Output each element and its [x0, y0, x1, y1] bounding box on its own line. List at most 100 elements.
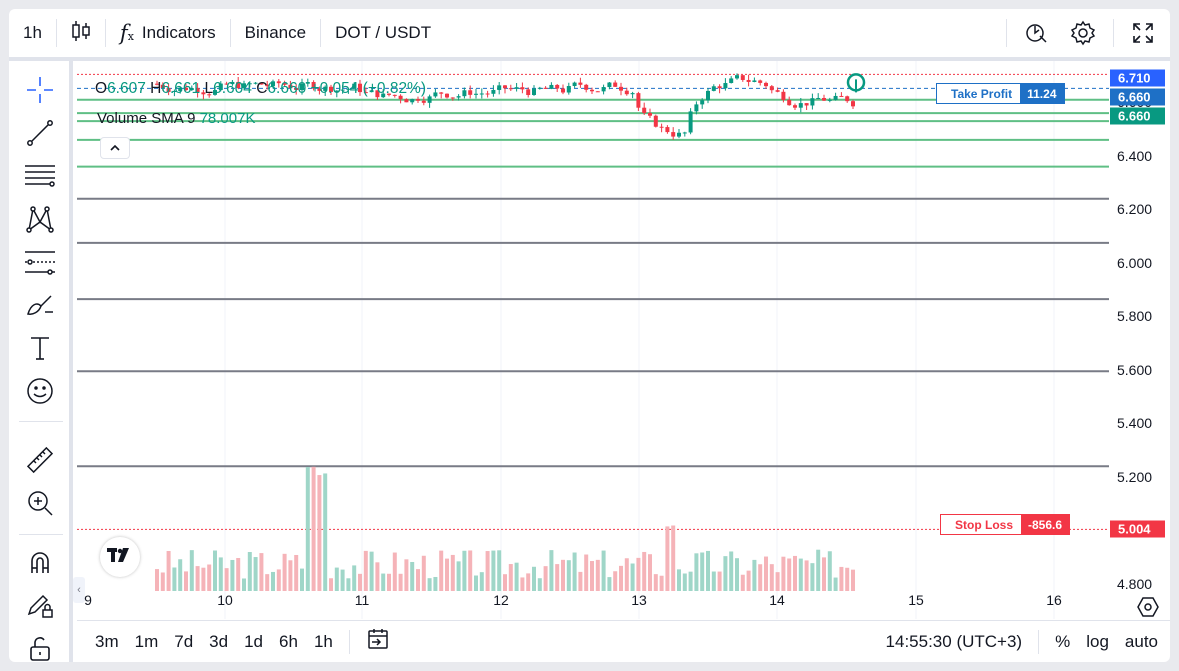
volume-bar — [607, 577, 612, 591]
volume-bar — [485, 551, 490, 591]
emoji-tool[interactable] — [23, 376, 57, 410]
volume-bar — [421, 555, 426, 591]
chart-style-button[interactable] — [57, 9, 105, 59]
candle-body — [404, 99, 409, 103]
candle-body — [816, 97, 821, 99]
candle-body — [276, 81, 281, 84]
fullscreen-button[interactable] — [1120, 9, 1166, 61]
candle-body — [178, 87, 183, 91]
volume-bar — [543, 566, 548, 591]
clock-readout[interactable]: 14:55:30 (UTC+3) — [878, 632, 1031, 652]
candle-body — [735, 75, 739, 79]
candle-body — [711, 86, 716, 91]
exchange-button[interactable]: Binance — [231, 9, 320, 59]
candle-body — [833, 95, 838, 100]
settings-button[interactable] — [1060, 9, 1106, 61]
horizontal-lines-icon — [24, 161, 56, 196]
volume-bar — [352, 565, 357, 591]
candle-body — [595, 91, 600, 93]
range-button-3d[interactable]: 3d — [209, 631, 229, 651]
range-button-7d[interactable]: 7d — [174, 631, 194, 651]
ohlc-legend: O6.607 H6.661 L6.604 C6.660 +0.054 (+0.8… — [95, 80, 426, 98]
log-toggle[interactable]: log — [1078, 632, 1117, 652]
pattern-tool[interactable] — [23, 204, 57, 238]
candle-body — [526, 89, 531, 95]
candle-body — [688, 111, 693, 133]
indicators-button[interactable]: fx Indicators — [106, 9, 230, 59]
volume-bar — [804, 560, 809, 591]
chevron-left-icon: ‹ — [77, 584, 81, 596]
replay-button[interactable] — [1014, 9, 1060, 61]
candle-body — [764, 82, 768, 87]
candle-body — [659, 126, 664, 128]
goto-date-button[interactable] — [358, 627, 398, 656]
crosshair-tool[interactable] — [23, 75, 57, 109]
candle-body — [607, 82, 612, 88]
volume-bar — [439, 550, 444, 591]
tradingview-icon — [107, 547, 133, 567]
volume-bar — [526, 573, 531, 591]
candle-body — [793, 105, 797, 108]
volume-bar — [189, 550, 194, 591]
unlock-tool[interactable] — [23, 633, 57, 662]
range-button-6h[interactable]: 6h — [279, 631, 298, 651]
time-axis[interactable]: 9 10 11 12 13 14 15 16 — [77, 586, 1170, 616]
fib-tool[interactable] — [23, 161, 57, 195]
stop-loss-order[interactable]: Stop Loss -856.6 — [940, 514, 1071, 535]
price-tick: 5.800 — [1117, 308, 1153, 325]
volume-bar — [323, 473, 328, 591]
volume-bar — [752, 559, 757, 591]
symbol-button[interactable]: DOT / USDT — [321, 9, 445, 59]
volume-bar — [218, 557, 223, 591]
brush-tool[interactable] — [23, 290, 57, 324]
brush-icon — [25, 290, 55, 325]
zoom-tool[interactable] — [23, 488, 57, 522]
volume-bar — [688, 571, 693, 591]
volume-bar — [468, 550, 473, 591]
prediction-tool[interactable] — [23, 247, 57, 281]
measure-tool[interactable] — [23, 445, 57, 479]
percent-label: % — [1055, 631, 1071, 651]
price-chart[interactable] — [77, 61, 1109, 619]
candle-body — [189, 88, 194, 91]
candle-body — [195, 88, 200, 93]
magnet-tool[interactable] — [23, 547, 57, 581]
price-axis[interactable]: 6.6006.4006.2006.0005.8005.6005.4005.200… — [1109, 61, 1170, 619]
candle-body — [601, 87, 606, 92]
range-button-1d[interactable]: 1d — [244, 631, 264, 651]
take-profit-order[interactable]: Take Profit 11.24 — [936, 83, 1065, 104]
volume-bar — [665, 526, 670, 591]
candle-body — [497, 85, 502, 90]
axis-settings-button[interactable] — [1137, 596, 1159, 623]
lock-drawing-tool[interactable] — [23, 590, 57, 624]
collapse-toolbar-handle[interactable]: ‹ — [73, 577, 85, 603]
range-button-1m[interactable]: 1m — [134, 631, 159, 651]
tradingview-logo[interactable] — [100, 537, 140, 577]
volume-bar — [381, 573, 386, 591]
range-button-3m[interactable]: 3m — [95, 631, 119, 651]
candle-body — [723, 83, 728, 89]
range-button-1h[interactable]: 1h — [313, 631, 333, 651]
volume-legend[interactable]: Volume SMA 9 78.007K — [97, 110, 255, 127]
text-tool[interactable] — [23, 333, 57, 367]
percent-toggle[interactable]: % — [1047, 632, 1078, 652]
volume-bar — [700, 552, 705, 591]
chart-pane[interactable] — [77, 61, 1109, 619]
low-value: 6.604 — [213, 80, 252, 97]
candle-body — [381, 93, 386, 98]
auto-toggle[interactable]: auto — [1117, 632, 1170, 652]
trendline-tool[interactable] — [23, 118, 57, 152]
stop-loss-label: Stop Loss — [941, 515, 1022, 534]
candle-body — [329, 86, 333, 92]
candle-body — [416, 99, 420, 101]
candle-body — [746, 79, 751, 82]
candle-body — [265, 84, 270, 87]
candle-body — [271, 81, 275, 87]
interval-button[interactable]: 1h — [9, 9, 56, 59]
volume-bar — [288, 560, 293, 591]
candle-body — [358, 83, 362, 93]
candle-body — [421, 100, 426, 103]
collapse-legend-button[interactable] — [100, 137, 130, 159]
time-tick: 11 — [354, 592, 370, 608]
volume-bar — [845, 567, 850, 591]
